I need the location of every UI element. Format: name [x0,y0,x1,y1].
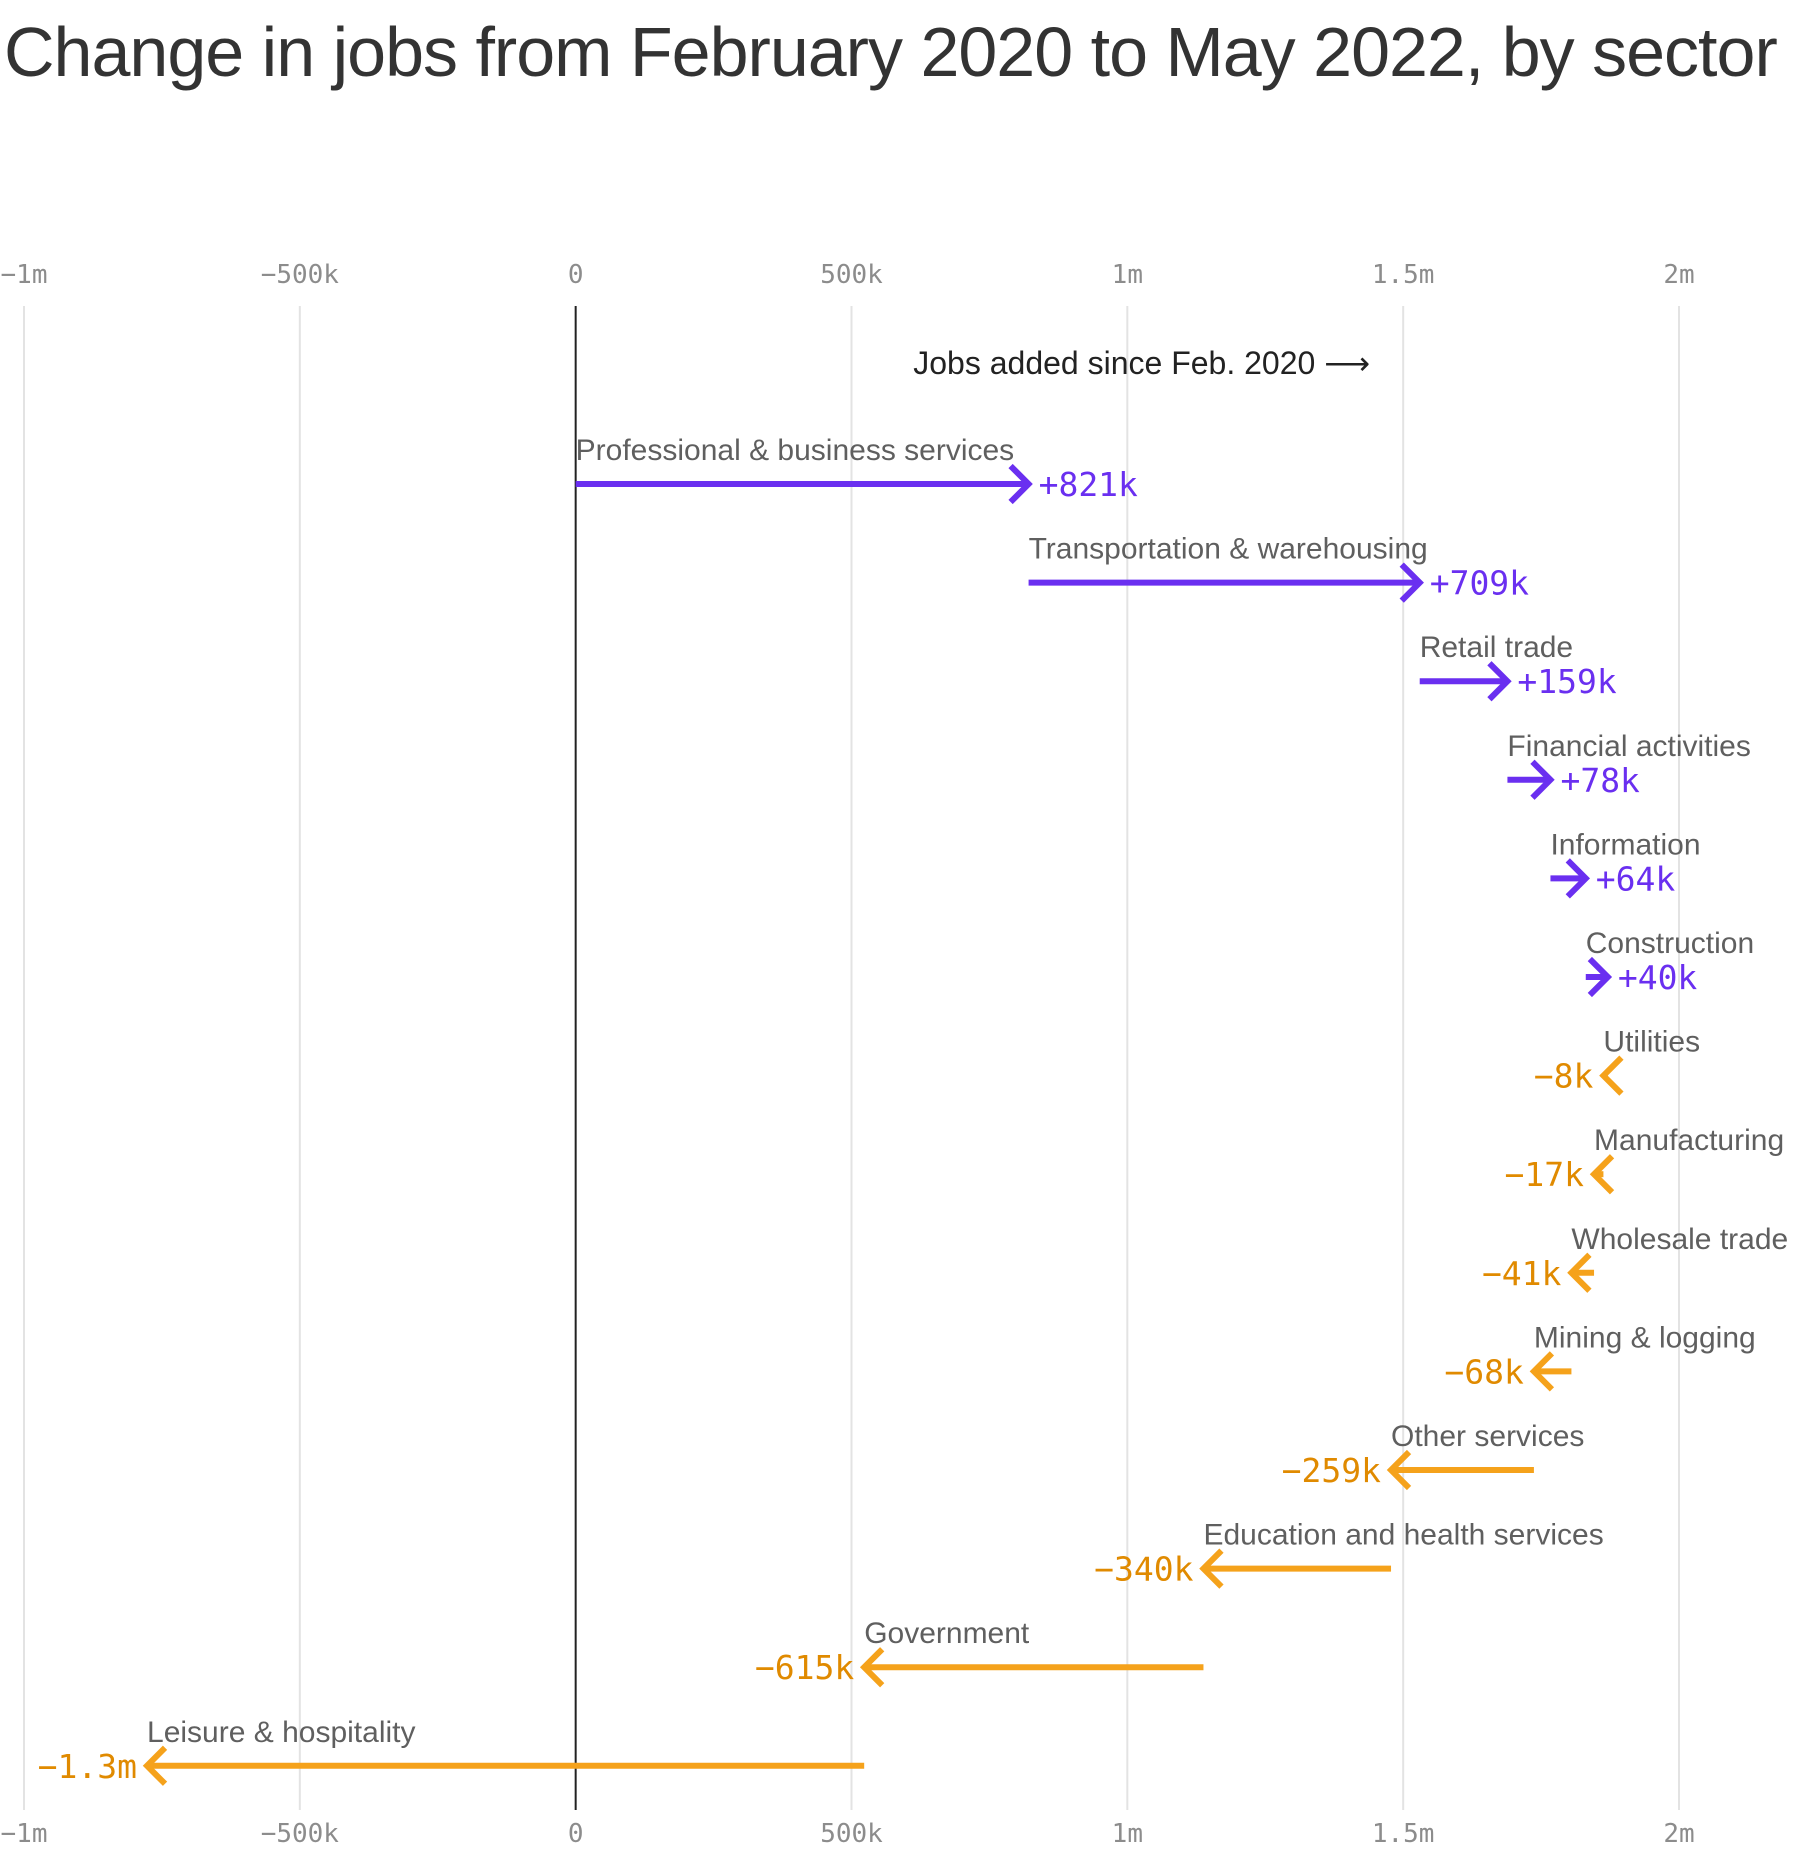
x-tick-label-top: 1.5m [1372,260,1435,290]
change-arrow-head [1529,1351,1555,1392]
change-arrow-head [142,1745,168,1786]
change-arrow-head [1567,1252,1592,1293]
sector-label: Professional & business services [576,434,1015,467]
x-tick-label-bottom: 0 [568,1819,584,1849]
value-label: +709k [1430,564,1529,603]
sector-label: Mining & logging [1534,1321,1756,1354]
change-arrow-head [1599,1055,1624,1096]
value-label: −68k [1444,1352,1524,1391]
value-label: −41k [1482,1254,1562,1293]
change-arrow-head [859,1647,885,1688]
x-tick-label-bottom: −1m [1,1819,48,1849]
sector-label: Wholesale trade [1571,1223,1788,1256]
x-tick-label-top: 2m [1663,260,1694,290]
sector-label: Other services [1391,1420,1584,1453]
value-label: +78k [1560,761,1640,800]
x-tick-label-bottom: 2m [1663,1819,1694,1849]
value-label: −17k [1505,1155,1585,1194]
sector-label: Government [864,1617,1030,1650]
sector-label: Utilities [1603,1026,1700,1059]
value-label: −1.3m [38,1747,137,1786]
x-tick-label-bottom: −500k [261,1819,340,1849]
change-arrow-head [1399,562,1424,603]
value-label: −615k [755,1648,854,1687]
change-arrow-head [1487,661,1512,702]
sector-label: Education and health services [1203,1519,1603,1552]
change-arrow-head [1565,858,1591,899]
annotation-label: Jobs added since Feb. 2020 ⟶ [913,345,1370,381]
value-label: −340k [1094,1550,1193,1589]
sector-label: Financial activities [1507,730,1750,763]
x-tick-label-top: 0 [568,260,584,290]
change-arrow-head [1008,463,1033,505]
value-label: −8k [1534,1057,1594,1096]
x-tick-label-top: 500k [820,260,883,290]
value-label: +821k [1039,465,1138,504]
value-label: +159k [1517,662,1616,701]
change-arrow-head [1587,956,1613,998]
sector-label: Transportation & warehousing [1029,533,1428,566]
change-arrow-head [1530,759,1555,800]
x-tick-label-top: 1m [1112,260,1143,290]
sector-label: Construction [1586,927,1754,960]
change-arrow-head [1589,1154,1615,1195]
sector-label: Leisure & hospitality [147,1716,415,1749]
value-label: −259k [1282,1451,1381,1490]
sector-label: Retail trade [1420,631,1573,664]
value-label: +64k [1596,859,1676,898]
change-arrow-head [1386,1449,1412,1491]
x-tick-label-top: −500k [261,260,340,290]
x-tick-label-bottom: 500k [820,1819,883,1849]
x-tick-label-bottom: 1.5m [1372,1819,1435,1849]
sector-label: Information [1550,828,1700,861]
chart-title: Change in jobs from February 2020 to May… [4,13,1778,91]
change-arrow-head [1199,1548,1224,1589]
x-tick-label-bottom: 1m [1112,1819,1143,1849]
value-label: +40k [1618,958,1698,997]
sector-label: Manufacturing [1594,1124,1784,1157]
x-tick-label-top: −1m [1,260,48,290]
